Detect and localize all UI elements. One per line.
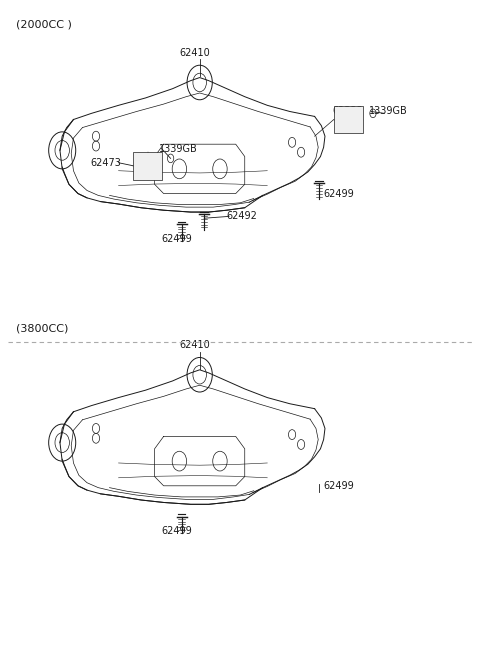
FancyBboxPatch shape	[334, 105, 363, 134]
Text: 62322: 62322	[333, 107, 364, 117]
Text: 62473: 62473	[90, 158, 121, 168]
Text: 62499: 62499	[161, 234, 192, 244]
Text: 62499: 62499	[324, 189, 354, 198]
Text: 62410: 62410	[180, 341, 210, 350]
Text: 62410: 62410	[180, 48, 210, 58]
Text: 1339GB: 1339GB	[159, 143, 198, 153]
Text: 62499: 62499	[324, 481, 354, 491]
Text: (3800CC): (3800CC)	[16, 324, 69, 334]
Text: 1339GB: 1339GB	[369, 107, 408, 117]
Text: (2000CC ): (2000CC )	[16, 19, 72, 29]
FancyBboxPatch shape	[133, 152, 163, 179]
Text: 62492: 62492	[227, 212, 258, 221]
Text: 62499: 62499	[161, 526, 192, 536]
